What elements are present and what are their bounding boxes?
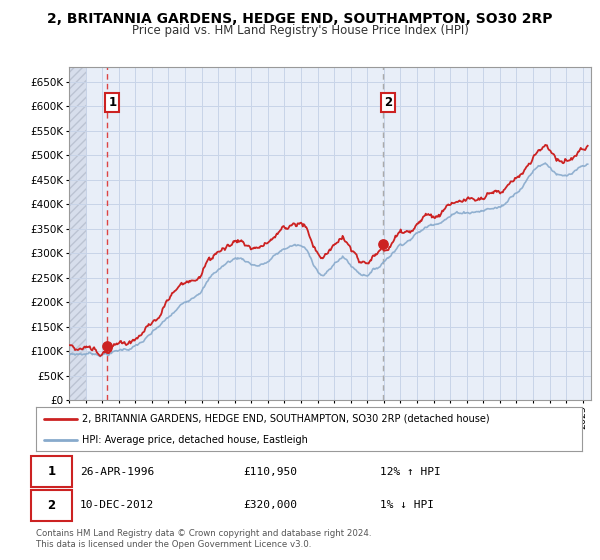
- Text: £110,950: £110,950: [244, 467, 298, 477]
- Text: HPI: Average price, detached house, Eastleigh: HPI: Average price, detached house, East…: [82, 435, 308, 445]
- Text: £320,000: £320,000: [244, 501, 298, 510]
- Text: 2: 2: [384, 96, 392, 109]
- Text: 2, BRITANNIA GARDENS, HEDGE END, SOUTHAMPTON, SO30 2RP (detached house): 2, BRITANNIA GARDENS, HEDGE END, SOUTHAM…: [82, 414, 490, 424]
- Bar: [69, 67, 86, 400]
- FancyBboxPatch shape: [31, 490, 72, 521]
- FancyBboxPatch shape: [31, 456, 72, 487]
- Text: 2, BRITANNIA GARDENS, HEDGE END, SOUTHAMPTON, SO30 2RP: 2, BRITANNIA GARDENS, HEDGE END, SOUTHAM…: [47, 12, 553, 26]
- Text: 1% ↓ HPI: 1% ↓ HPI: [380, 501, 434, 510]
- Text: 1: 1: [109, 96, 116, 109]
- Text: Price paid vs. HM Land Registry's House Price Index (HPI): Price paid vs. HM Land Registry's House …: [131, 24, 469, 37]
- Point: [103, 342, 112, 351]
- Text: Contains HM Land Registry data © Crown copyright and database right 2024.
This d: Contains HM Land Registry data © Crown c…: [36, 529, 371, 549]
- Text: 1: 1: [47, 465, 56, 478]
- Text: 26-APR-1996: 26-APR-1996: [80, 467, 154, 477]
- Text: 10-DEC-2012: 10-DEC-2012: [80, 501, 154, 510]
- Text: 2: 2: [47, 499, 56, 512]
- Text: 12% ↑ HPI: 12% ↑ HPI: [380, 467, 441, 477]
- Point: [378, 239, 388, 248]
